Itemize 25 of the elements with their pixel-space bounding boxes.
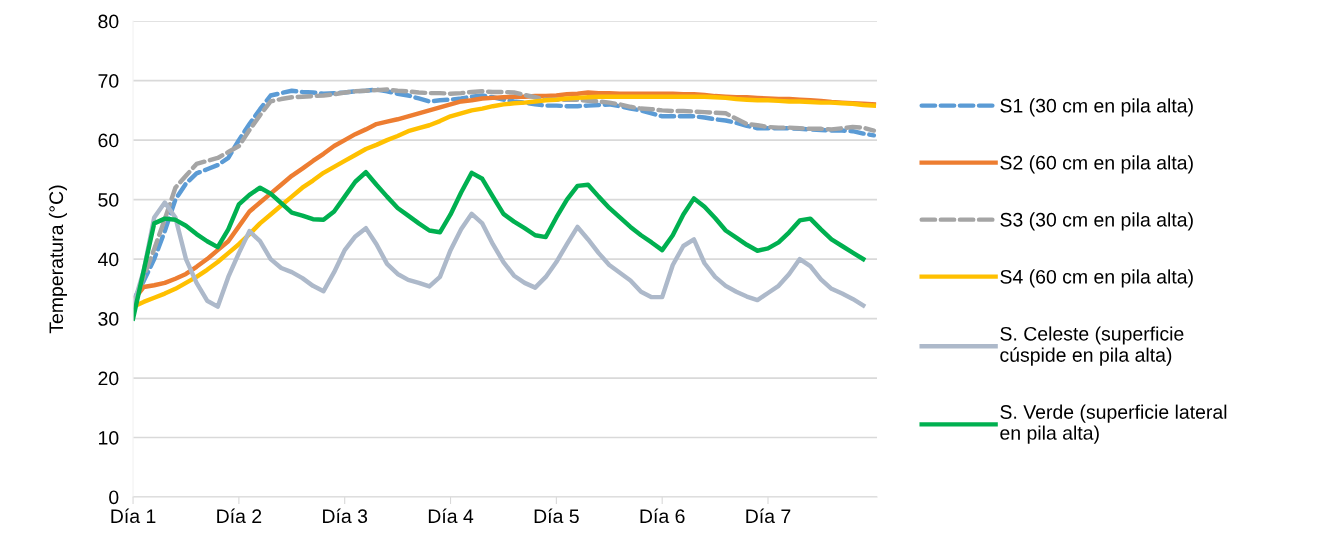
- x-tick-label: Día 1: [111, 508, 156, 524]
- x-tick-label: Día 6: [640, 508, 685, 524]
- legend-label: S1 (30 cm en pila alta): [1000, 98, 1193, 117]
- y-axis-title: Temperatura (°C): [48, 185, 67, 334]
- legend-label: S3 (30 cm en pila alta): [1000, 212, 1193, 231]
- x-tick-label: Día 7: [746, 508, 791, 524]
- x-tick-label: Día 4: [428, 508, 474, 524]
- x-tick-label: Día 3: [323, 508, 368, 524]
- y-tick-label: 50: [98, 193, 119, 207]
- y-tick-label: 0: [109, 490, 119, 505]
- line-series: [133, 170, 866, 321]
- x-tick-label: Día 5: [534, 508, 579, 524]
- legend-label: S. Verde (superficie lateral en pila alta): [1000, 404, 1227, 444]
- y-tick-label: 10: [99, 431, 119, 445]
- y-tick-label: 80: [98, 14, 119, 29]
- y-tick-label: 20: [98, 371, 119, 386]
- y-tick-label: 40: [97, 252, 119, 267]
- legend-label: S2 (60 cm en pila alta): [1000, 155, 1193, 174]
- line-series: [133, 200, 866, 309]
- x-tick-label: Día 2: [217, 508, 262, 524]
- y-tick-label: 70: [98, 74, 119, 88]
- y-tick-label: 30: [98, 312, 119, 326]
- legend-label: S4 (60 cm en pila alta): [1000, 269, 1193, 288]
- y-tick-label: 60: [98, 133, 119, 148]
- legend-label: S. Celeste (superficie cúspide en pila alta): [1000, 326, 1184, 366]
